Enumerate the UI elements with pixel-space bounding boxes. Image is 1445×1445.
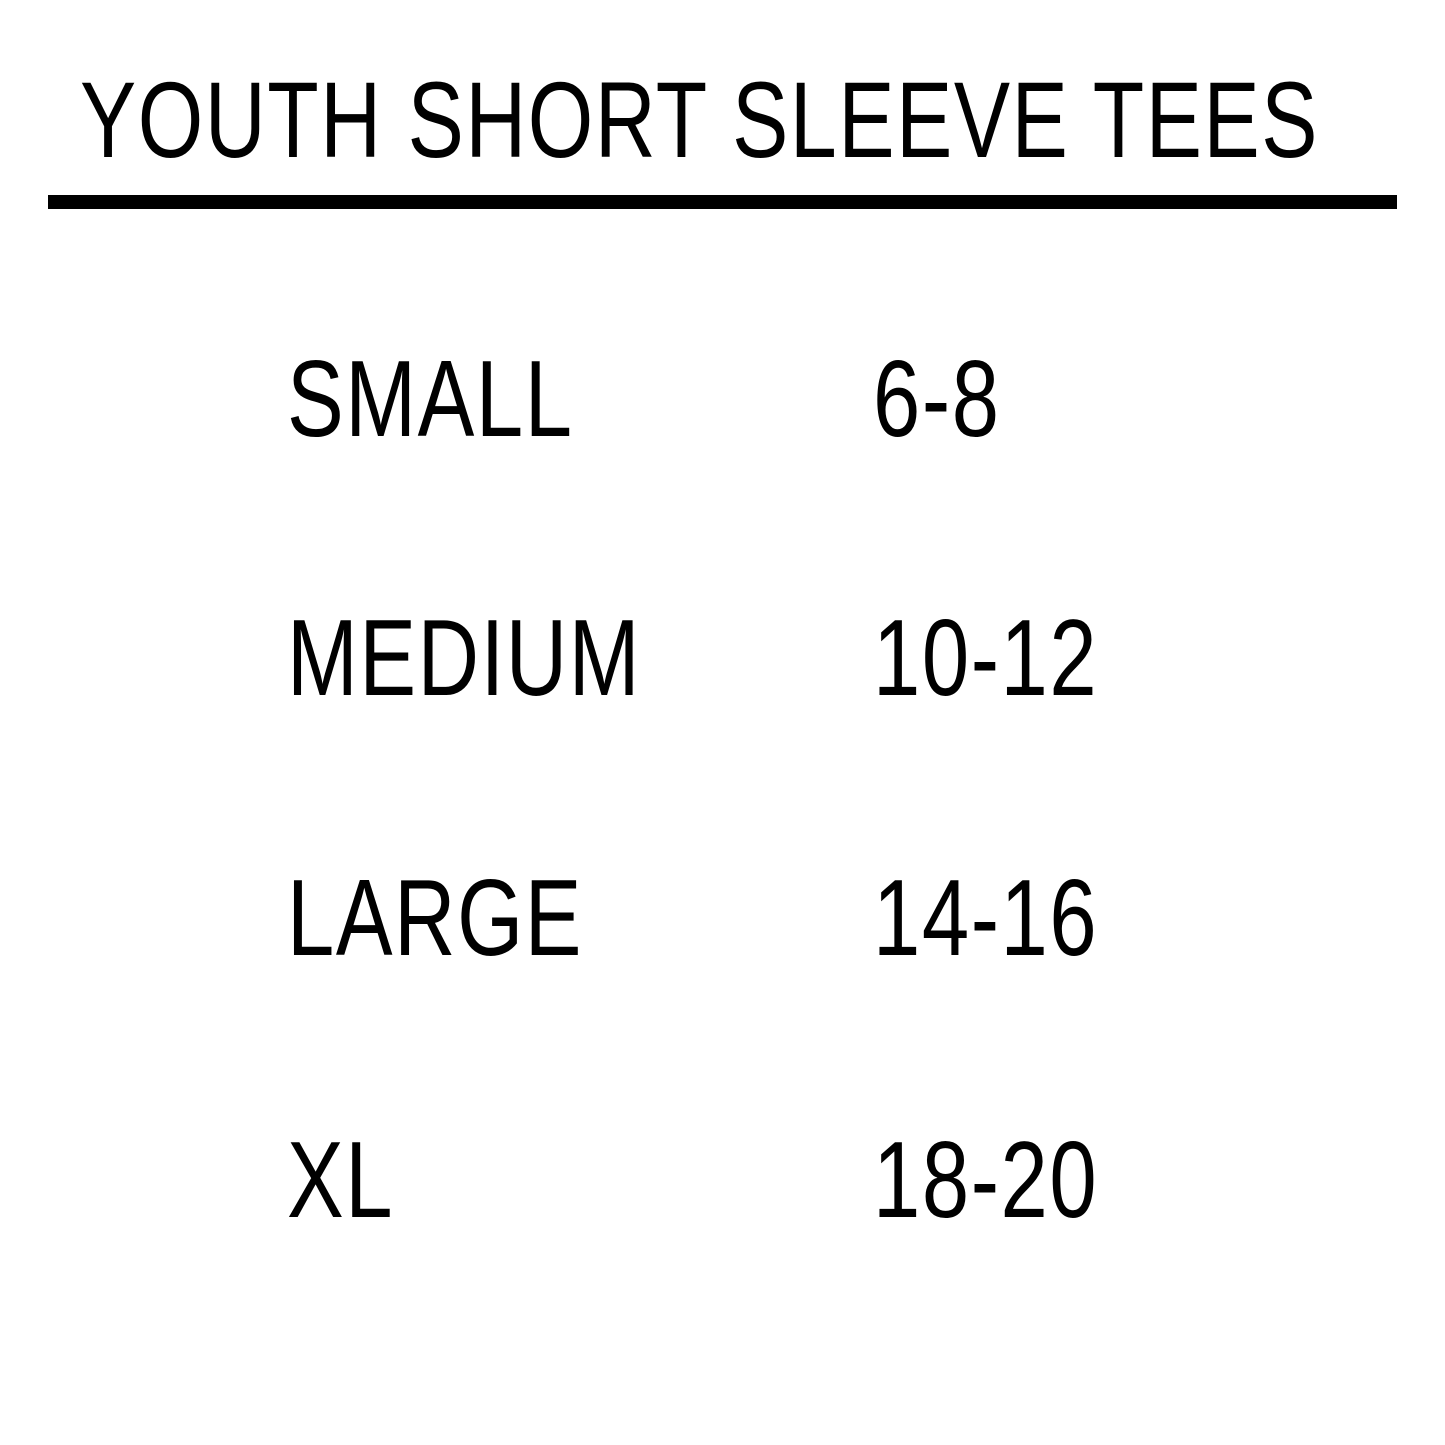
title-divider	[48, 195, 1397, 209]
size-range: 18-20	[873, 1119, 1099, 1241]
size-label: LARGE	[287, 857, 584, 979]
size-label: MEDIUM	[287, 597, 642, 719]
size-range: 10-12	[873, 597, 1099, 719]
size-range: 6-8	[873, 338, 1001, 460]
size-label: XL	[287, 1119, 395, 1241]
size-range: 14-16	[873, 857, 1099, 979]
size-label: SMALL	[287, 338, 574, 460]
page-title: YOUTH SHORT SLEEVE TEES	[80, 59, 1320, 180]
